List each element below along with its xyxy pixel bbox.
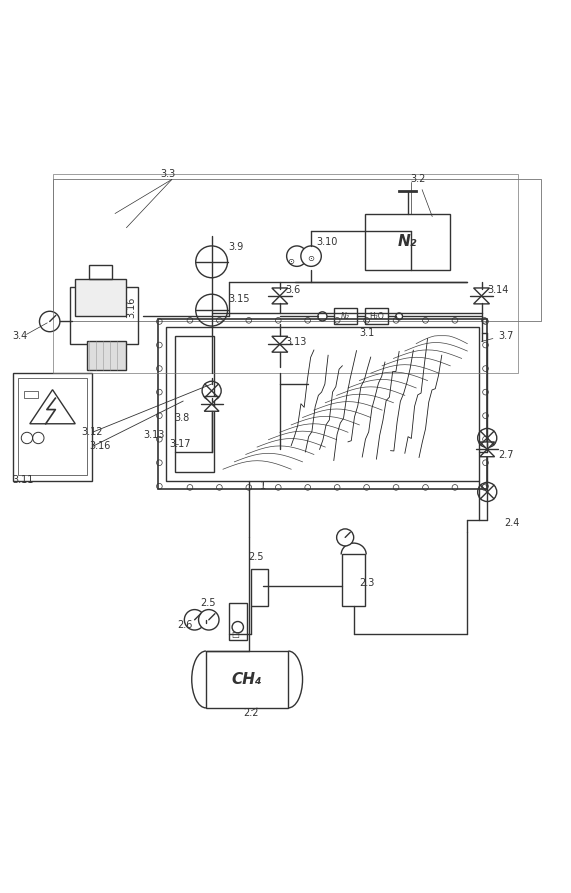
Text: H₂O: H₂O xyxy=(369,312,384,321)
Bar xyxy=(343,555,365,605)
Circle shape xyxy=(337,529,353,546)
Polygon shape xyxy=(272,337,288,344)
Text: 2.3: 2.3 xyxy=(359,578,375,588)
Circle shape xyxy=(318,312,327,321)
Text: 3.12: 3.12 xyxy=(81,427,102,438)
Text: 1: 1 xyxy=(260,481,266,491)
Bar xyxy=(334,308,356,324)
Bar xyxy=(251,569,268,605)
Text: 3.7: 3.7 xyxy=(498,330,514,340)
Text: 2.5: 2.5 xyxy=(248,552,264,563)
Text: 3.2: 3.2 xyxy=(411,174,432,217)
Polygon shape xyxy=(204,404,219,412)
Bar xyxy=(53,179,541,321)
Text: 3.6: 3.6 xyxy=(286,285,301,295)
Text: 3.13: 3.13 xyxy=(143,430,165,440)
Text: 3.11: 3.11 xyxy=(13,475,34,486)
Bar xyxy=(166,327,478,480)
Text: ⊙: ⊙ xyxy=(288,256,295,265)
Circle shape xyxy=(287,246,307,266)
Text: 3.17: 3.17 xyxy=(169,438,191,448)
Text: 3.15: 3.15 xyxy=(228,294,250,304)
Bar xyxy=(90,264,112,279)
Bar xyxy=(175,336,215,472)
Bar xyxy=(70,288,138,344)
Text: 2.5: 2.5 xyxy=(200,597,216,607)
Text: ⊙: ⊙ xyxy=(308,254,315,263)
Text: 2.7: 2.7 xyxy=(498,450,514,460)
Bar xyxy=(13,372,93,480)
Bar xyxy=(24,391,38,398)
Text: 2.2: 2.2 xyxy=(243,708,259,718)
Bar xyxy=(87,341,126,370)
Polygon shape xyxy=(272,344,288,352)
Bar xyxy=(158,319,487,489)
Circle shape xyxy=(301,246,321,266)
Text: N₂: N₂ xyxy=(341,312,349,321)
Text: 3.16: 3.16 xyxy=(126,296,136,318)
Bar xyxy=(228,603,247,639)
Text: □: □ xyxy=(231,630,239,638)
Polygon shape xyxy=(473,288,489,296)
Polygon shape xyxy=(480,442,494,449)
Text: 2.6: 2.6 xyxy=(178,621,193,630)
Bar xyxy=(53,174,518,372)
Bar xyxy=(18,379,87,475)
Text: 3.4: 3.4 xyxy=(13,330,28,340)
Bar xyxy=(75,279,126,316)
Bar xyxy=(365,308,388,324)
Text: 3.13: 3.13 xyxy=(286,338,307,347)
Circle shape xyxy=(39,312,60,331)
Text: CH₄: CH₄ xyxy=(232,672,263,687)
Text: 2.4: 2.4 xyxy=(504,518,520,528)
Polygon shape xyxy=(204,396,219,404)
Polygon shape xyxy=(30,389,75,424)
Bar xyxy=(206,651,288,708)
Text: 3.10: 3.10 xyxy=(317,237,338,246)
Text: 3.3: 3.3 xyxy=(160,169,176,179)
Text: N₂: N₂ xyxy=(398,235,417,249)
Circle shape xyxy=(199,610,219,630)
Circle shape xyxy=(396,313,403,320)
Text: 3.16: 3.16 xyxy=(90,441,111,451)
Polygon shape xyxy=(480,449,494,456)
Text: 3.8: 3.8 xyxy=(175,413,190,423)
Text: 3.14: 3.14 xyxy=(487,285,509,295)
Polygon shape xyxy=(272,296,288,304)
Polygon shape xyxy=(473,296,489,304)
Circle shape xyxy=(184,610,205,630)
Polygon shape xyxy=(272,288,288,296)
Text: 3.9: 3.9 xyxy=(228,243,244,253)
Text: 3.1: 3.1 xyxy=(359,328,375,338)
Bar xyxy=(365,213,451,271)
